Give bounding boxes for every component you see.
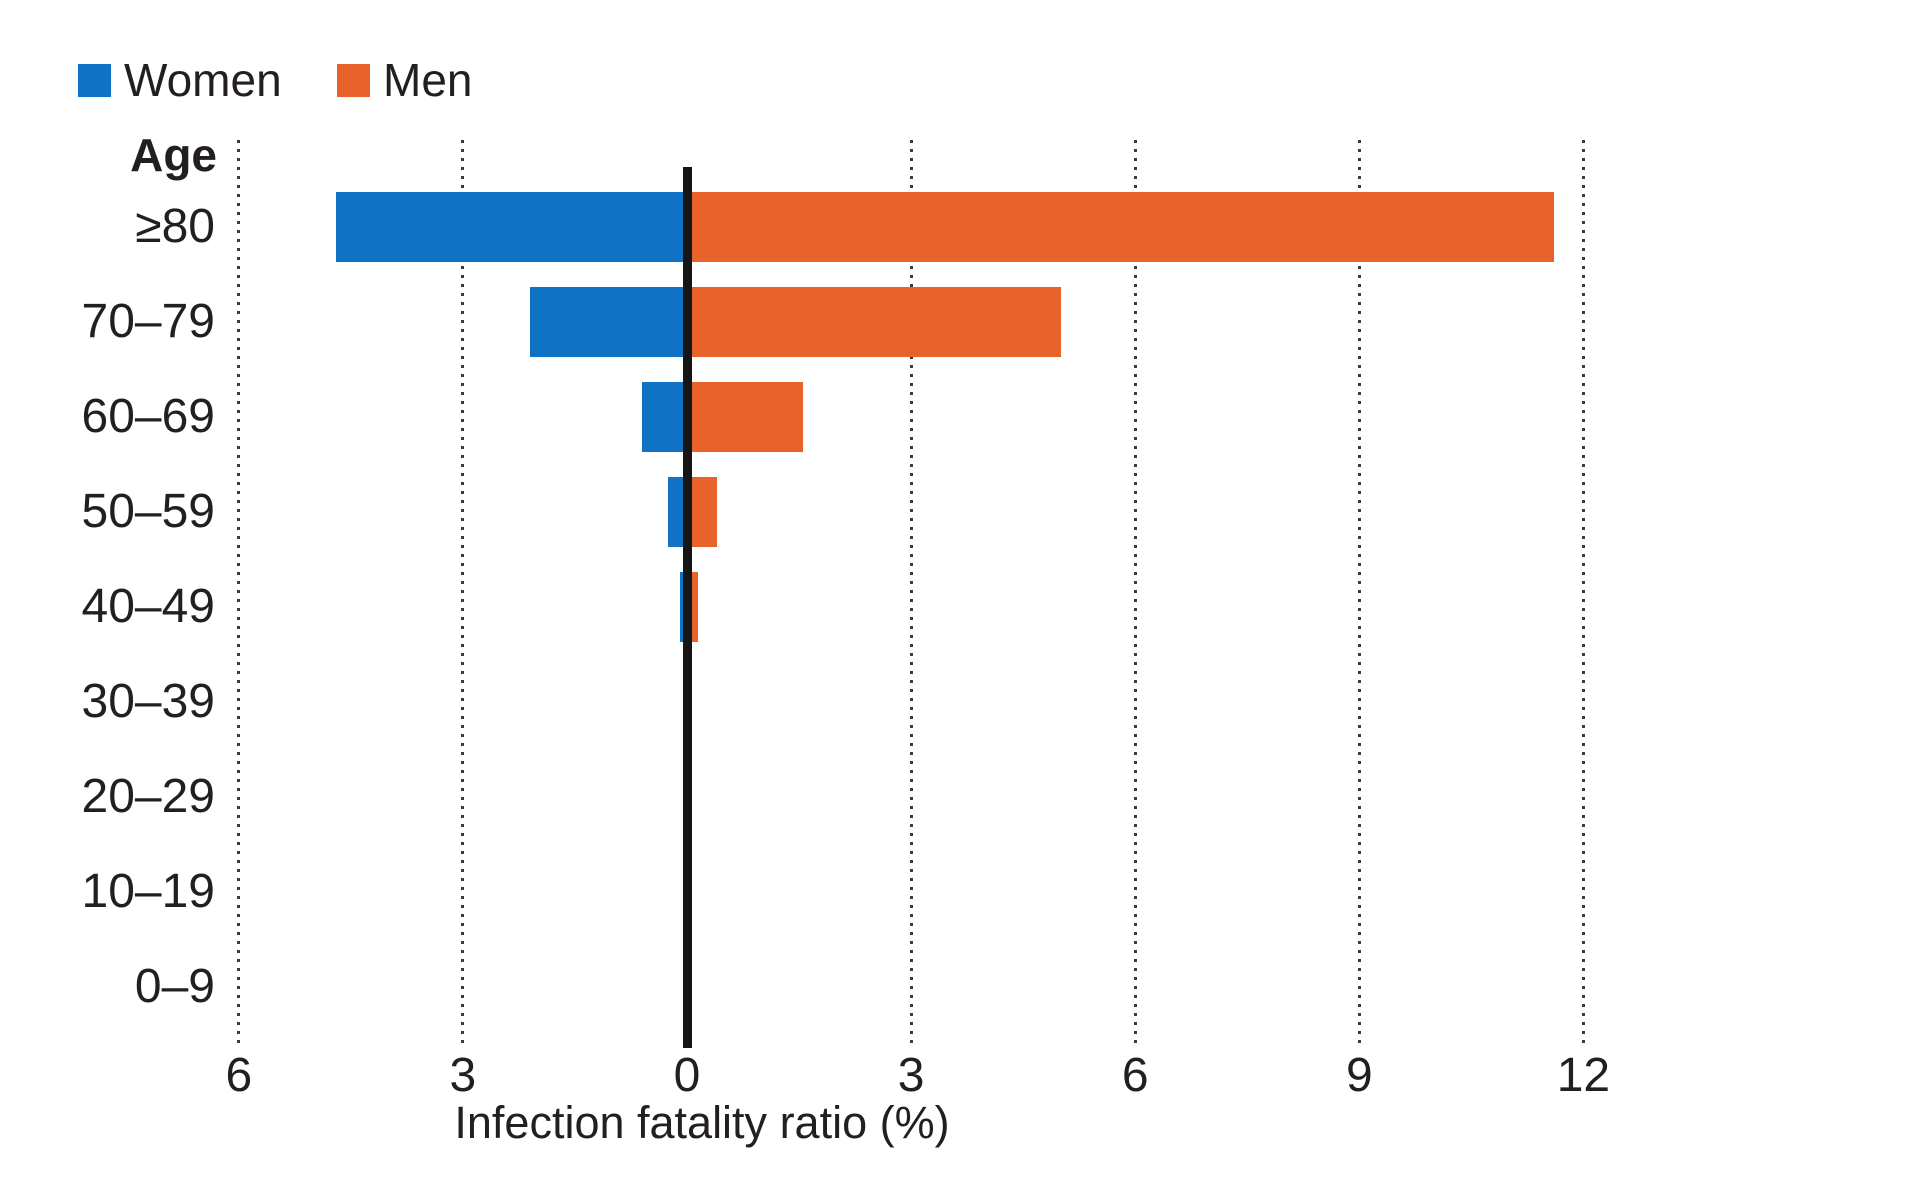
x-tick-label: 6 [1121,1049,1149,1102]
bar-women [642,382,687,452]
zero-axis-line [682,167,692,1048]
legend-item-men: Men [337,55,472,105]
age-label: 40–49 [81,580,215,633]
legend-item-women: Women [78,55,282,105]
age-label: 70–79 [81,295,215,348]
age-label: 20–29 [81,770,215,823]
gridline-3 [909,140,913,1044]
x-tick-label: 3 [897,1049,925,1102]
bar-women [530,287,687,357]
bar-men [687,287,1061,357]
legend-label-women: Women [124,54,282,106]
age-label: 30–39 [81,675,215,728]
bar-women [668,477,687,547]
age-label: 60–69 [81,390,215,443]
men-swatch-icon [337,63,370,97]
gridline-12 [1581,140,1585,1044]
y-axis-header: Age [130,129,217,181]
gridline-3 [461,140,465,1044]
women-swatch-icon [78,63,111,97]
bar-men [687,477,717,547]
x-tick-label: 0 [673,1049,701,1102]
age-label: 10–19 [81,865,215,918]
x-tick-label: 12 [1556,1049,1611,1102]
x-axis-title: Infection fatality ratio (%) [454,1097,950,1148]
x-tick-label: 3 [449,1049,477,1102]
bar-men [687,572,699,642]
legend-label-men: Men [383,54,473,106]
gridline-9 [1357,140,1361,1044]
gridline-6 [1133,140,1137,1044]
bar-women [335,192,687,262]
age-label: ≥80 [135,200,215,253]
age-label: 50–59 [81,485,215,538]
gridline-6 [237,140,241,1044]
x-tick-label: 6 [225,1049,253,1102]
bar-men [687,192,1554,262]
x-tick-label: 9 [1345,1049,1373,1102]
age-label: 0–9 [134,960,215,1013]
bar-men [687,382,803,452]
